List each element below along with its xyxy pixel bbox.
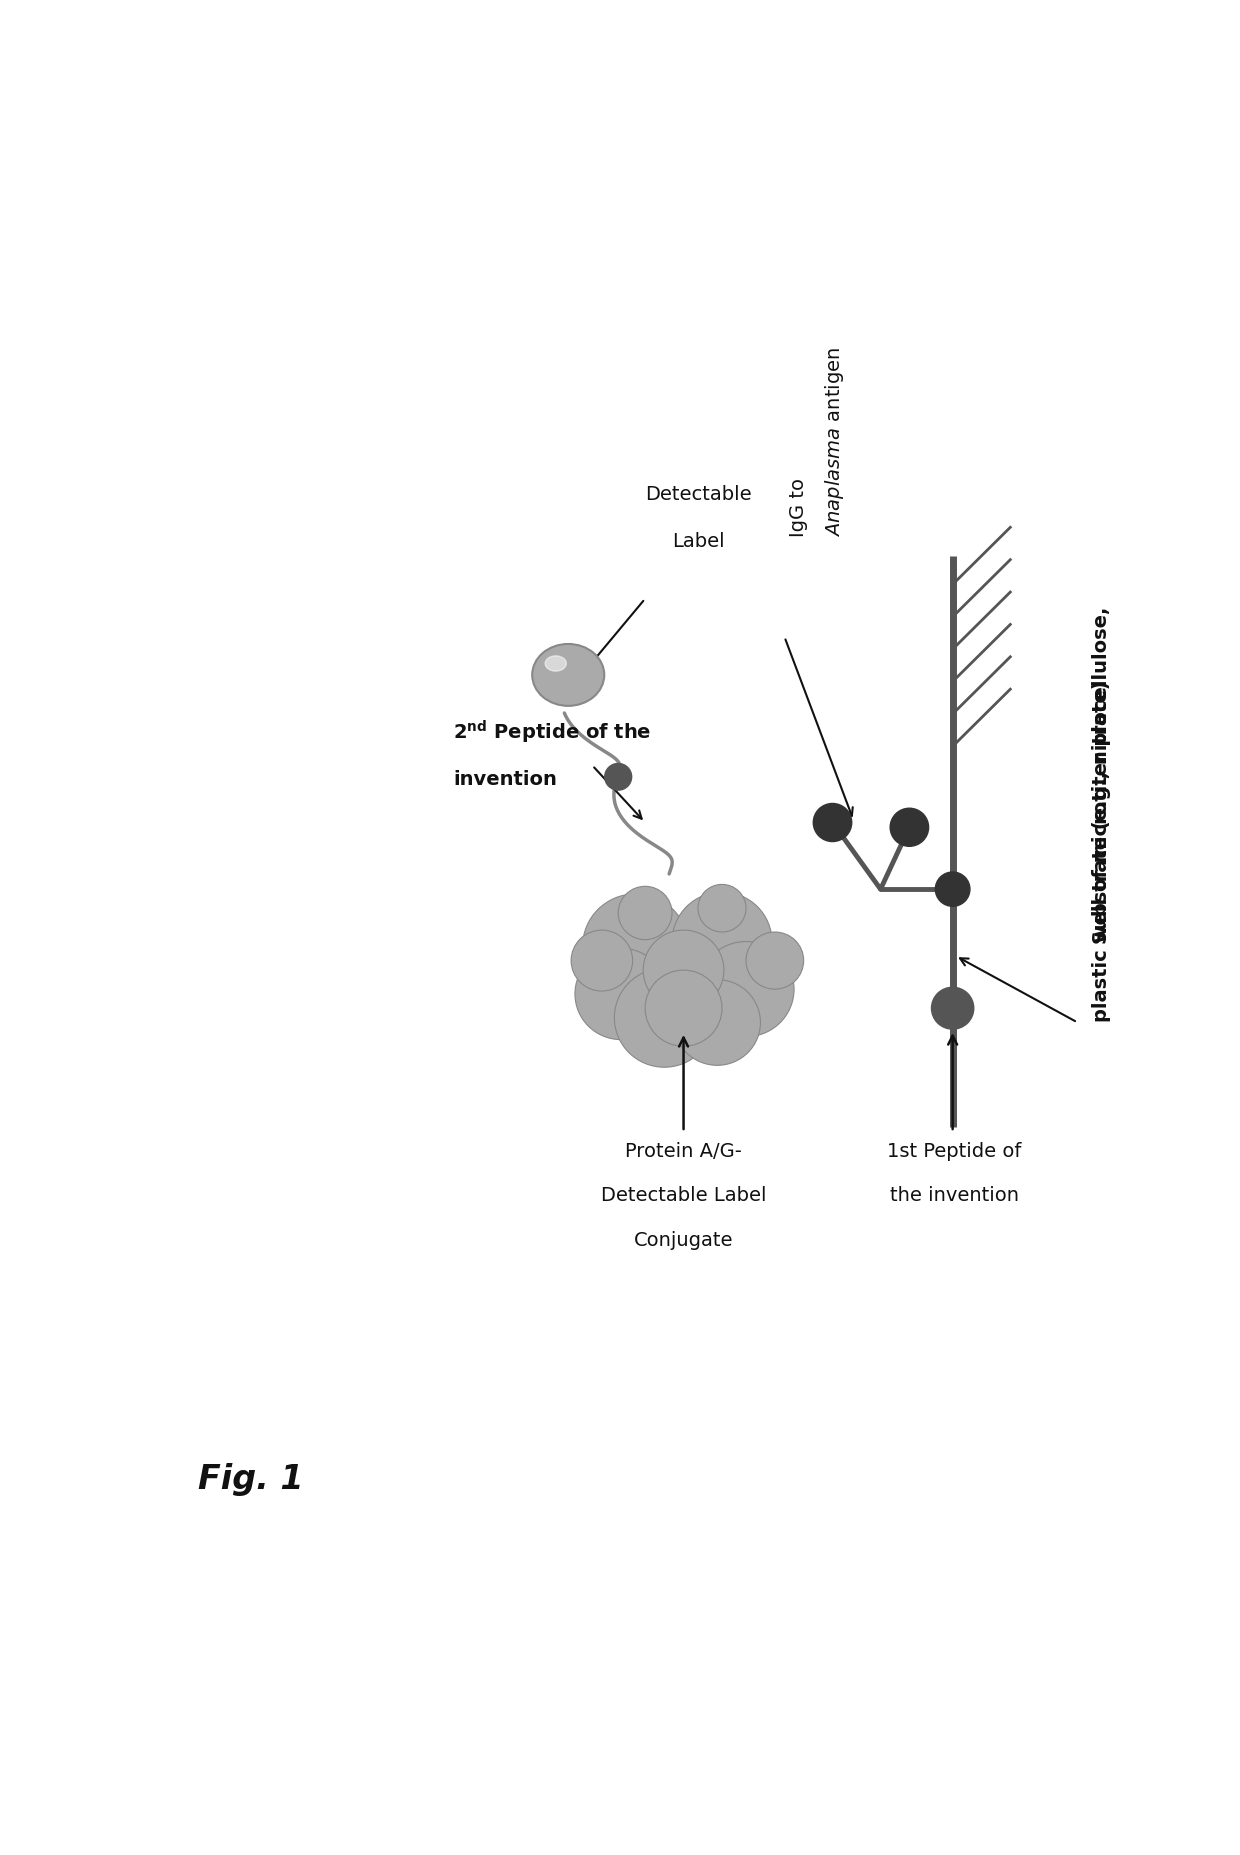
- Circle shape: [935, 872, 970, 907]
- Text: plastic well of microtiter plate): plastic well of microtiter plate): [1092, 681, 1111, 1022]
- Text: Substrate (e.g., nitrocellulose,: Substrate (e.g., nitrocellulose,: [1092, 607, 1111, 944]
- Text: invention: invention: [453, 770, 557, 788]
- Circle shape: [698, 942, 794, 1037]
- Circle shape: [931, 987, 973, 1030]
- Text: Protein A/G-: Protein A/G-: [625, 1141, 742, 1161]
- Circle shape: [675, 979, 760, 1065]
- Circle shape: [698, 885, 746, 931]
- Text: Label: Label: [672, 532, 724, 551]
- Circle shape: [672, 892, 773, 991]
- Text: 1st Peptide of: 1st Peptide of: [888, 1141, 1022, 1161]
- Circle shape: [890, 809, 929, 846]
- Circle shape: [583, 894, 688, 998]
- Circle shape: [813, 803, 852, 842]
- Circle shape: [644, 929, 724, 1011]
- Text: 2$^\mathregular{nd}$ Peptide of the: 2$^\mathregular{nd}$ Peptide of the: [453, 718, 651, 746]
- Circle shape: [575, 948, 667, 1039]
- Circle shape: [619, 887, 672, 940]
- Circle shape: [614, 968, 714, 1067]
- Text: the invention: the invention: [890, 1185, 1019, 1206]
- Text: Conjugate: Conjugate: [634, 1232, 733, 1250]
- Circle shape: [746, 931, 804, 989]
- Text: IgG to: IgG to: [789, 471, 808, 536]
- Circle shape: [645, 970, 722, 1046]
- Ellipse shape: [532, 644, 604, 707]
- Text: Detectable: Detectable: [645, 484, 751, 503]
- Circle shape: [605, 764, 631, 790]
- Circle shape: [572, 929, 632, 991]
- Text: Fig. 1: Fig. 1: [198, 1464, 304, 1495]
- Text: $\it{Anaplasma}$ antigen: $\it{Anaplasma}$ antigen: [823, 347, 846, 536]
- Ellipse shape: [546, 657, 567, 672]
- Text: Detectable Label: Detectable Label: [601, 1185, 766, 1206]
